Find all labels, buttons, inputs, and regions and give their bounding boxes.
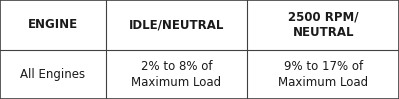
Text: 2% to 8% of
Maximum Load: 2% to 8% of Maximum Load [132, 60, 221, 89]
Text: All Engines: All Engines [20, 68, 85, 81]
Text: ENGINE: ENGINE [28, 18, 78, 31]
Text: 9% to 17% of
Maximum Load: 9% to 17% of Maximum Load [278, 60, 368, 89]
Text: IDLE/NEUTRAL: IDLE/NEUTRAL [129, 18, 224, 31]
Text: 2500 RPM/
NEUTRAL: 2500 RPM/ NEUTRAL [288, 10, 358, 39]
